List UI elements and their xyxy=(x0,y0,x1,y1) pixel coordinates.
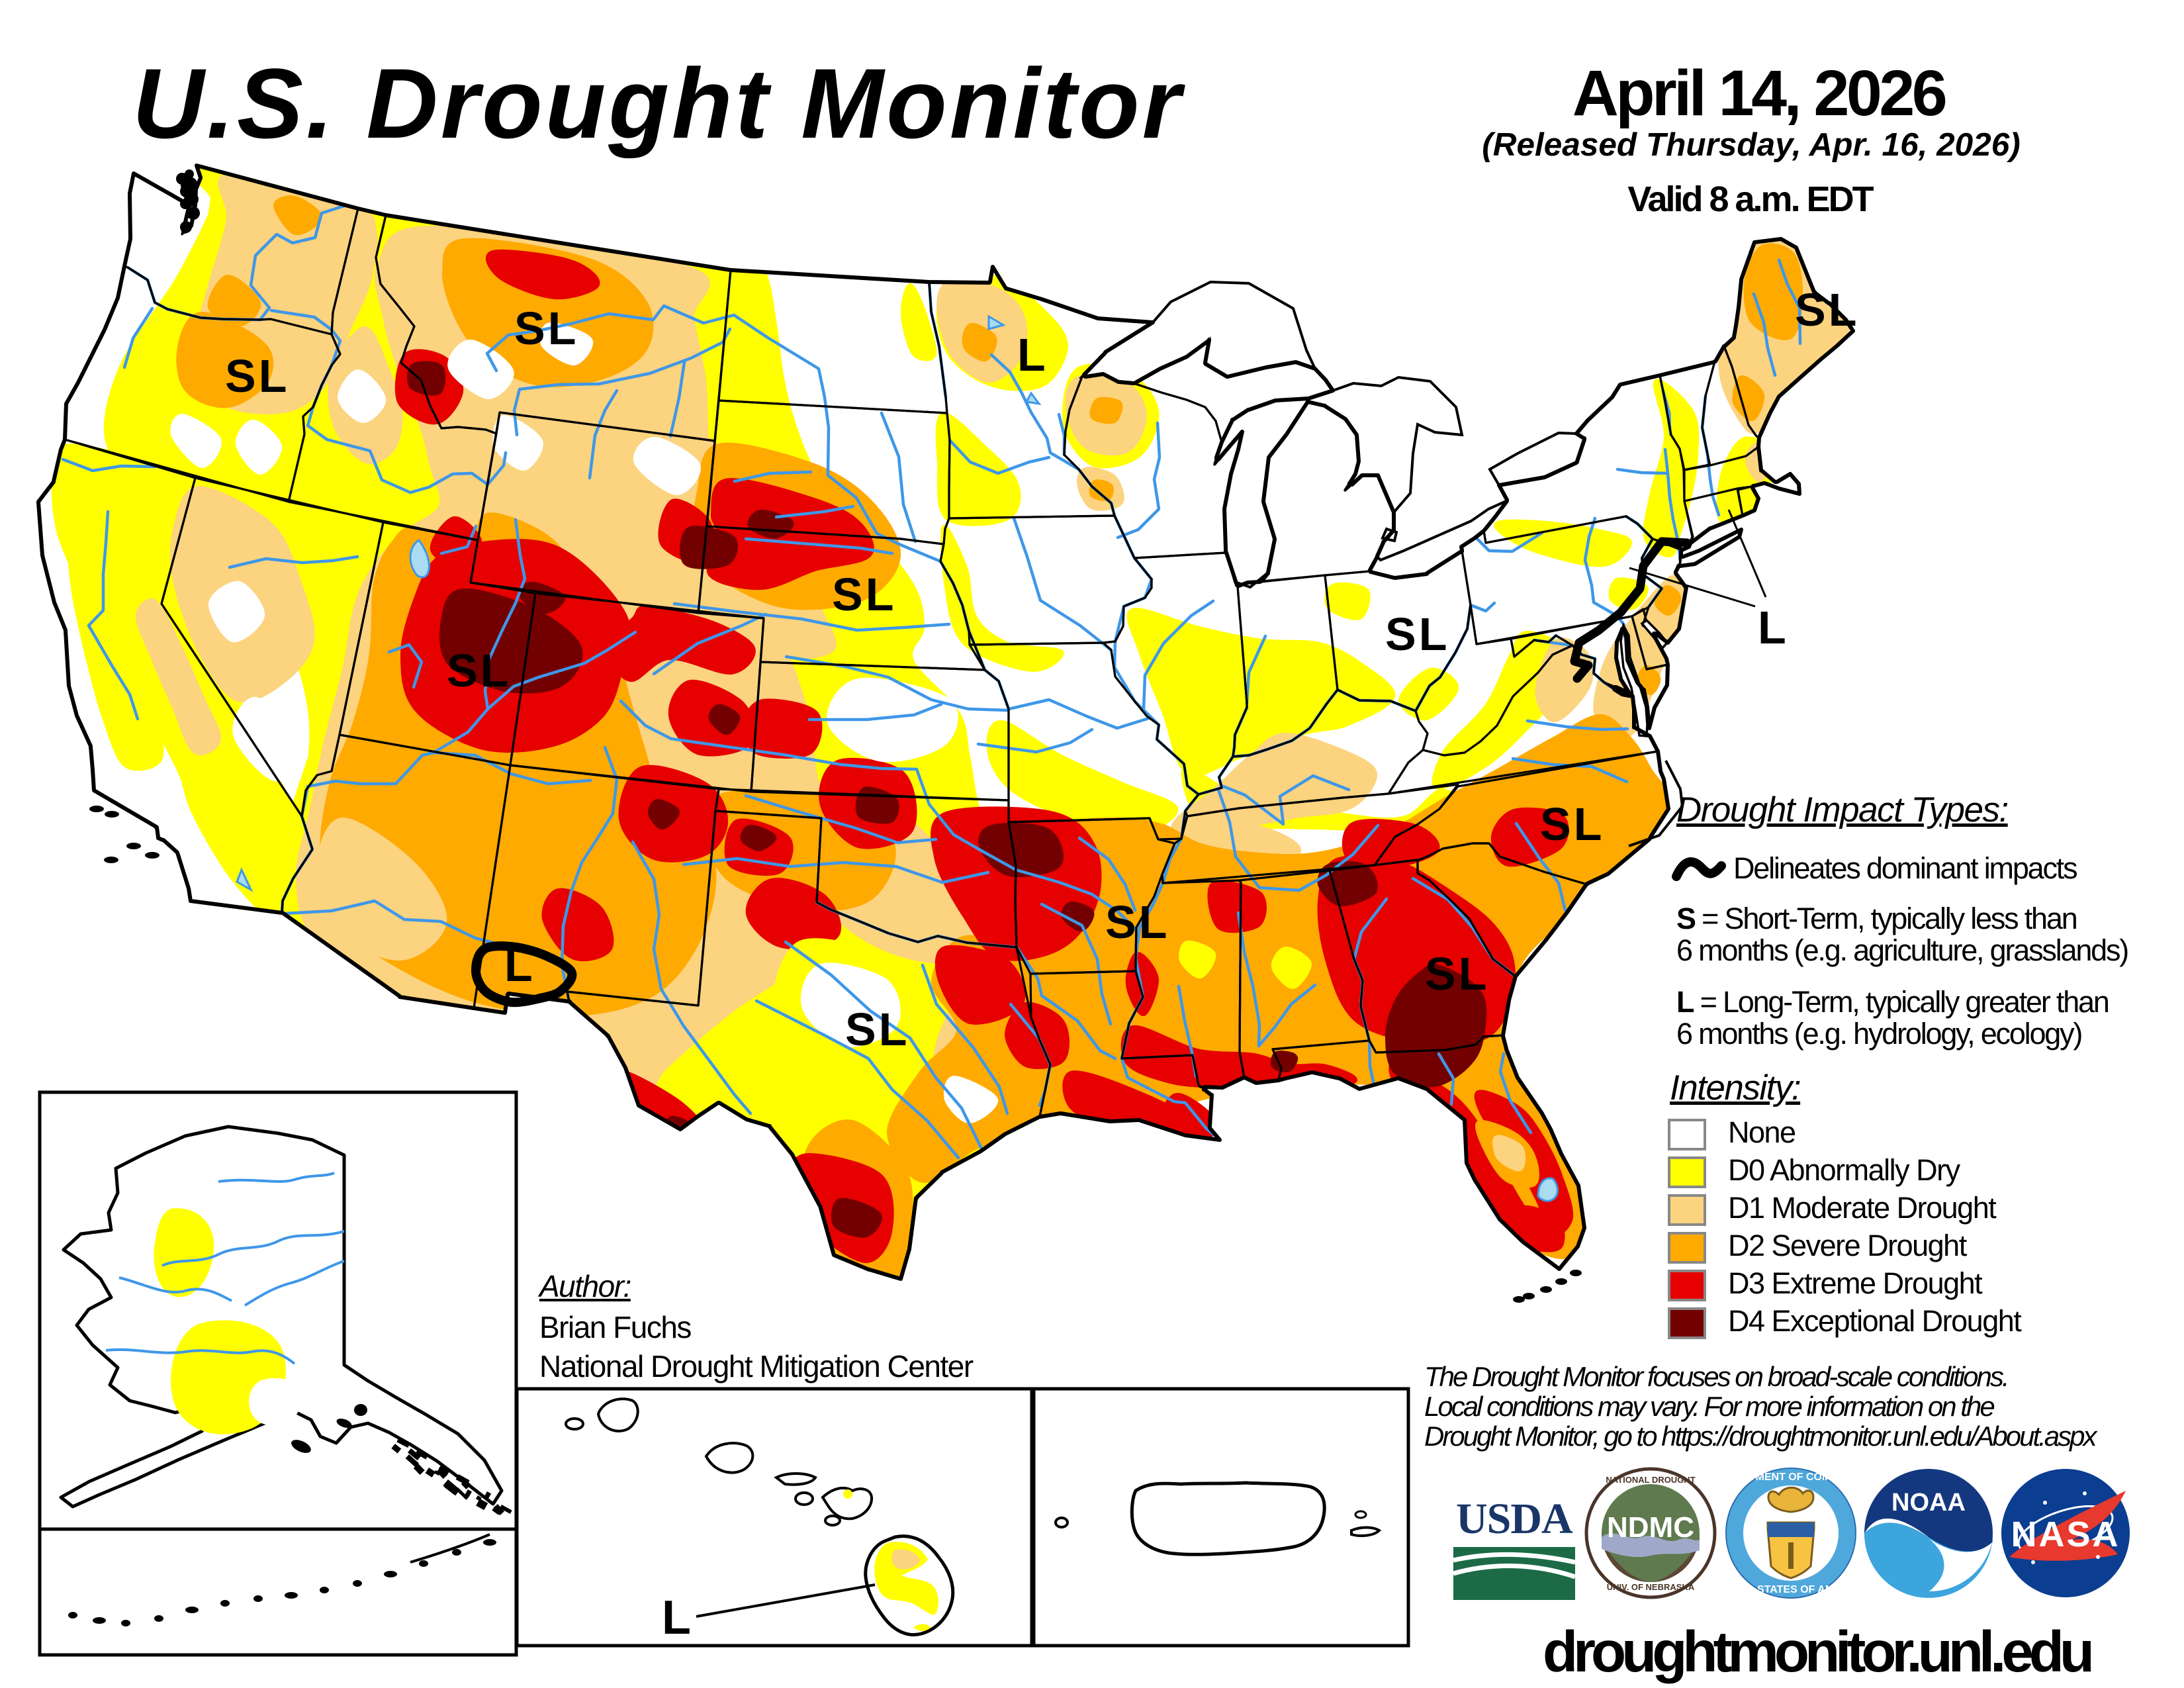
svg-text:SL: SL xyxy=(1425,948,1489,1000)
svg-text:L: L xyxy=(1017,329,1048,381)
svg-text:NOAA: NOAA xyxy=(1891,1489,1966,1517)
svg-text:SL: SL xyxy=(514,303,578,354)
svg-text:USDA: USDA xyxy=(1456,1495,1573,1543)
svg-text:SL: SL xyxy=(845,1004,909,1055)
svg-text:UNIV. OF NEBRASKA: UNIV. OF NEBRASKA xyxy=(1607,1582,1695,1592)
svg-text:NDMC: NDMC xyxy=(1607,1511,1694,1544)
svg-text:NATIONAL DROUGHT: NATIONAL DROUGHT xyxy=(1606,1475,1695,1485)
svg-text:L: L xyxy=(1758,602,1789,653)
svg-text:SL: SL xyxy=(1795,284,1859,336)
svg-text:NASA: NASA xyxy=(2011,1515,2120,1554)
svg-text:UNITED STATES OF AMERICA: UNITED STATES OF AMERICA xyxy=(1715,1584,1867,1595)
svg-text:L: L xyxy=(662,1591,691,1644)
svg-text:SL: SL xyxy=(225,350,289,402)
svg-text:SL: SL xyxy=(1540,798,1604,850)
svg-text:SL: SL xyxy=(447,645,511,696)
svg-text:DEPARTMENT OF COMMERCE: DEPARTMENT OF COMMERCE xyxy=(1713,1472,1869,1483)
svg-text:SL: SL xyxy=(1385,608,1449,660)
svg-text:SL: SL xyxy=(1105,896,1169,948)
svg-text:L: L xyxy=(504,939,535,991)
svg-text:SL: SL xyxy=(832,569,896,620)
